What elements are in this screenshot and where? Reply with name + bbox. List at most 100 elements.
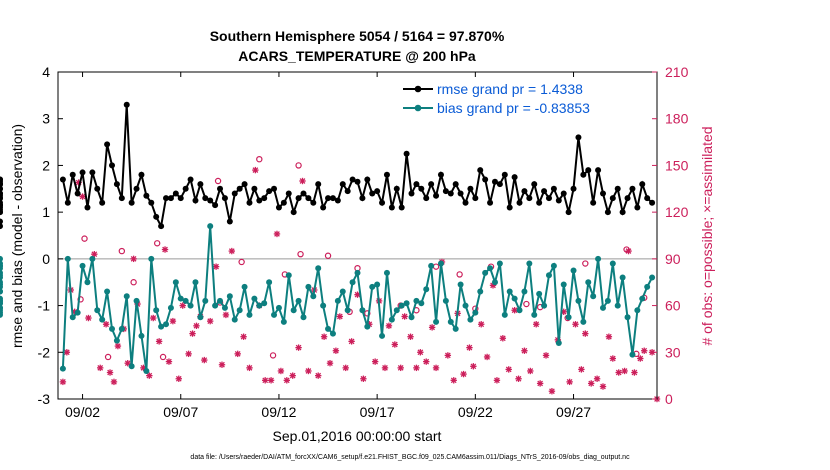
bias-series-point [428, 262, 435, 269]
obs-assimilated-stroke [533, 321, 540, 328]
rmse-series-point [550, 185, 557, 192]
obs-possible-marker [324, 252, 332, 259]
y-tick-label: -1 [38, 298, 51, 314]
bias-series-point [241, 283, 248, 290]
rmse-series-point [521, 188, 528, 195]
obs-assimilated-stroke [85, 315, 92, 321]
bias-series-point [580, 318, 587, 325]
bias-series-point [624, 314, 631, 321]
obs-possible-marker [523, 300, 530, 308]
rmse-series-point [305, 195, 312, 202]
bias-series-point [300, 314, 307, 321]
bias-series-point [113, 337, 120, 344]
y2-tick-label: 180 [665, 111, 689, 127]
bias-series-point [531, 311, 538, 318]
obs-assimilated-marker [593, 375, 601, 382]
rmse-series-point [0, 195, 3, 202]
obs-assimilated-marker [336, 313, 344, 320]
bias-series-point [99, 316, 106, 323]
rmse-series-point [266, 188, 273, 195]
chart-title: Southern Hemisphere 5054 / 5164 = 97.870… [210, 28, 505, 44]
rmse-series-point [128, 199, 135, 206]
y-tick-label: -2 [38, 344, 51, 360]
bias-series-point [290, 307, 297, 314]
obs-assimilated-stroke [372, 358, 379, 365]
rmse-series-point [482, 176, 489, 183]
rmse-series-point [423, 195, 430, 202]
bias-series-point [599, 304, 606, 311]
obs-assimilated-stroke [179, 302, 186, 309]
bias-series-point [167, 304, 174, 311]
obs-assimilated-stroke [484, 354, 490, 360]
y-tick-label: 1 [42, 204, 50, 220]
bias-series-point [109, 325, 116, 332]
plot-frame [57, 71, 658, 400]
rmse-series-point [649, 199, 656, 206]
rmse-series-point [172, 190, 179, 197]
bias-series-point [79, 262, 86, 269]
obs-possible-marker [432, 263, 440, 270]
obs-assimilated-marker [505, 366, 512, 373]
y-tick-label: 0 [42, 251, 50, 267]
obs-possible-marker [269, 352, 277, 359]
rmse-series-point [408, 190, 415, 197]
obs-assimilated-marker [631, 369, 638, 376]
rmse-series-point [418, 185, 425, 192]
obs-assimilated-stroke [478, 321, 485, 328]
bias-series-point [305, 283, 312, 290]
bias-series-point [388, 316, 395, 323]
obs-assimilated-marker [201, 356, 208, 364]
bias-series-point [516, 307, 523, 314]
obs-assimilated-stroke [615, 369, 622, 376]
obs-assimilated-marker [222, 311, 230, 319]
y-tick-label: -3 [38, 391, 51, 407]
obs-assimilated-marker [521, 347, 528, 354]
rmse-series-point [202, 195, 209, 202]
rmse-series-point [388, 204, 395, 211]
obs-assimilated-marker [277, 367, 285, 375]
obs-assimilated-marker [228, 247, 236, 255]
bias-series-point [511, 295, 518, 302]
x-tick-label: 09/02 [65, 404, 100, 420]
obs-assimilated-marker [637, 355, 644, 362]
rmse-series-point [138, 171, 145, 178]
obs-assimilated-marker [240, 333, 247, 340]
rmse-series-point [555, 197, 562, 204]
bias-series-point [550, 262, 557, 269]
bias-series-point [639, 295, 646, 302]
rmse-series-point [300, 190, 307, 197]
obs-assimilated-marker [273, 230, 281, 238]
bias-series-point [187, 302, 194, 309]
obs-assimilated-stroke [79, 193, 86, 200]
x-tick-label: 09/12 [261, 404, 296, 420]
rmse-series-point [109, 162, 116, 169]
obs-assimilated-stroke [521, 347, 528, 354]
obs-assimilated-marker [130, 255, 137, 263]
bias-series-point [221, 304, 228, 311]
bias-series-point [310, 293, 317, 300]
obs-assimilated-marker [385, 322, 393, 330]
obs-assimilated-marker [401, 313, 408, 320]
obs-assimilated-stroke [252, 167, 259, 173]
obs-assimilated-marker [423, 358, 430, 365]
rmse-series-point [177, 195, 184, 202]
bias-series-point [590, 293, 597, 300]
rmse-series-point [599, 190, 606, 197]
bias-series-point [226, 293, 233, 300]
bias-series-point [413, 297, 420, 304]
obs-assimilated-stroke [600, 383, 606, 390]
rmse-series-point [624, 195, 631, 202]
obs-assimilated-marker [97, 364, 104, 372]
rmse-series-point [354, 178, 361, 185]
rmse-series-point [113, 181, 120, 188]
rmse-series-point [231, 190, 238, 197]
obs-possible-marker [582, 260, 589, 267]
rmse-series-point [634, 204, 641, 211]
bias-series-point [477, 288, 484, 295]
rmse-series-point [383, 171, 390, 178]
obs-assimilated-marker [527, 367, 534, 375]
bias-series-point [148, 255, 155, 262]
rmse-series-point [79, 169, 86, 176]
obs-assimilated-marker [515, 375, 522, 382]
rmse-series-point [0, 176, 3, 183]
